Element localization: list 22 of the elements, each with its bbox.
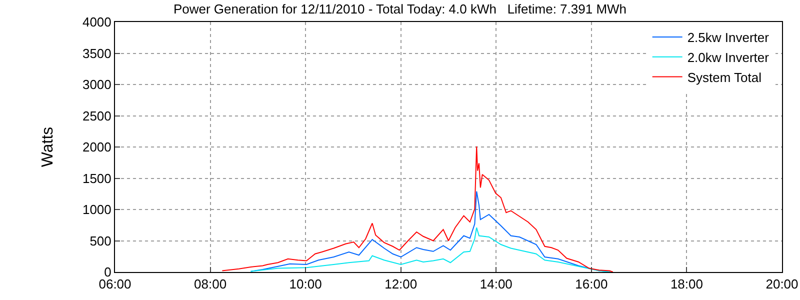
- x-tick-label: 08:00: [194, 276, 227, 292]
- legend-label: 2.0kw Inverter: [687, 50, 770, 65]
- chart-title: Power Generation for 12/11/2010 - Total Today: 4.0 kWh Lifetime: 7.391 MWh: [173, 2, 627, 17]
- y-tick-label: 2500: [82, 108, 112, 124]
- y-tick-label: 4000: [82, 14, 112, 30]
- y-tick-label: 1000: [82, 202, 112, 218]
- line-series: [222, 146, 614, 272]
- y-tick-label: 3500: [82, 46, 112, 61]
- x-tick-label: 16:00: [575, 276, 608, 292]
- legend-label: System Total: [687, 70, 762, 85]
- line-series: [250, 227, 611, 272]
- x-tick-label: 18:00: [670, 276, 703, 292]
- legend-label: 2.5kw Inverter: [687, 30, 770, 46]
- y-tick-label: 2000: [82, 140, 112, 155]
- y-tick-label: 1500: [82, 170, 112, 186]
- y-axis-title: Watts: [39, 126, 56, 168]
- y-tick-label: 500: [90, 233, 112, 248]
- x-tick-label: 12:00: [384, 276, 418, 292]
- x-tick-label: 20:00: [766, 276, 798, 292]
- x-tick-label: 14:00: [480, 276, 512, 292]
- x-tick-label: 10:00: [289, 276, 322, 292]
- y-tick-label: 3000: [82, 77, 112, 92]
